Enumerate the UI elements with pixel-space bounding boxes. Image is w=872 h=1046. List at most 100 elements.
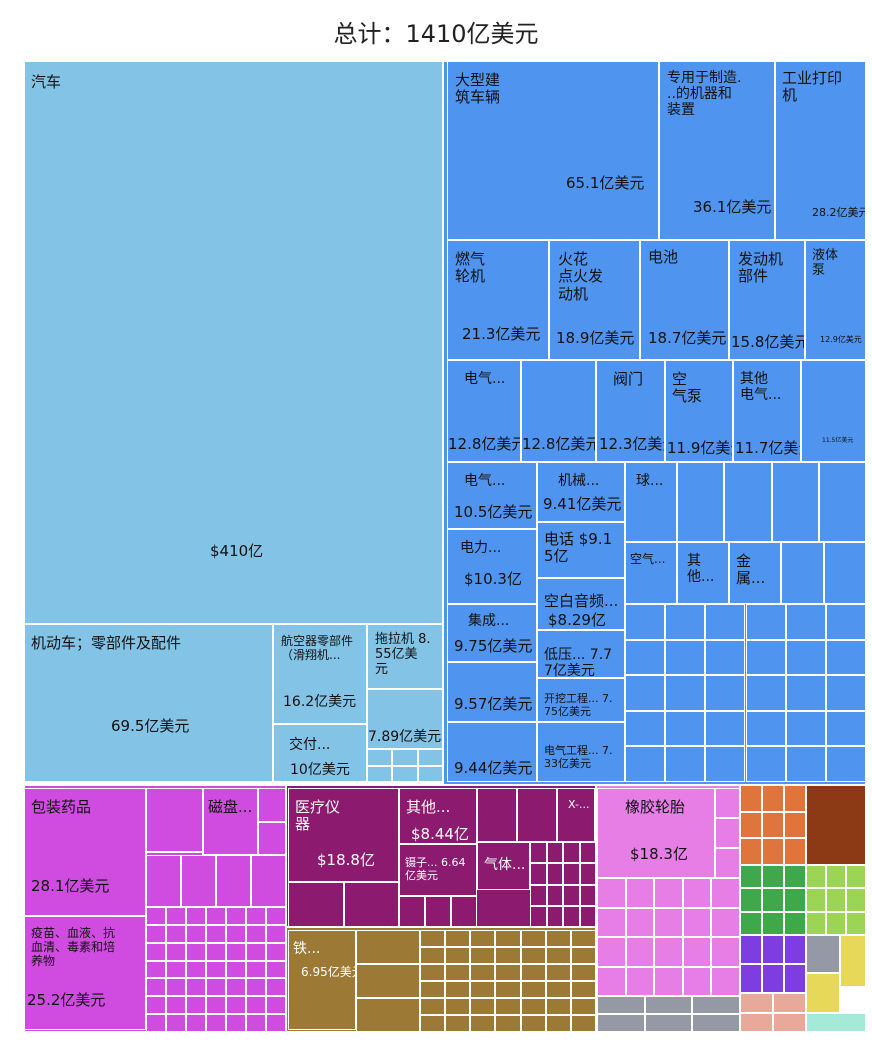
- treemap-cell: 机械... 9.41亿美元: [537, 462, 625, 522]
- cell-label: 橡胶轮胎: [625, 798, 686, 816]
- cell-value: 36.1亿美元: [693, 198, 772, 216]
- treemap-small-cell: [146, 924, 166, 943]
- treemap-small-cell: [715, 788, 740, 818]
- cell-label: 拖拉机 8. 55亿美 元: [375, 632, 431, 677]
- cell-label: 集成...: [468, 613, 510, 629]
- treemap-small-cell: [545, 930, 571, 947]
- chart-title: 总计：1410亿美元: [333, 20, 539, 48]
- treemap-small-cell: [186, 978, 206, 997]
- treemap-small-cell: [417, 765, 443, 782]
- treemap-small-cell: [166, 996, 186, 1015]
- treemap-small-cell: [825, 604, 866, 640]
- treemap-cell: 阀门 12.3亿美元: [596, 360, 665, 462]
- treemap-cell: 低压... 7.7 7亿美元: [537, 630, 625, 678]
- treemap-small-cell: [740, 811, 762, 839]
- treemap-small-cell: [823, 542, 866, 604]
- cell-label: 专用于制造. ..的机器和 装置: [667, 70, 742, 119]
- treemap-small-cell: [597, 907, 626, 937]
- treemap-small-cell: [470, 998, 496, 1015]
- treemap-small-cell: [745, 639, 786, 676]
- cell-value: $8.29亿: [548, 611, 606, 629]
- treemap-cell: 空气...: [625, 542, 677, 604]
- treemap-small-cell: [784, 865, 806, 889]
- treemap-small-cell: [745, 604, 786, 640]
- treemap-cell: 9.57亿美元: [447, 662, 537, 722]
- treemap-small-cell: [251, 855, 286, 907]
- treemap-small-cell: [785, 604, 826, 640]
- treemap-small-cell: [773, 1012, 806, 1032]
- cell-label: 燃气 轮机: [455, 250, 486, 286]
- treemap-small-cell: [266, 924, 286, 943]
- treemap-small-cell: [445, 998, 471, 1015]
- treemap-small-cell: [266, 1014, 286, 1032]
- treemap-small-cell: [420, 947, 446, 964]
- treemap-cell: 机动车；零部件及配件 69.5亿美元: [24, 624, 273, 782]
- treemap-small-cell: [740, 1012, 773, 1032]
- treemap-small-cell: [146, 907, 166, 925]
- treemap-small-cell: [570, 930, 596, 947]
- treemap-small-cell: [545, 1015, 571, 1032]
- cell-label: 其他...: [406, 798, 451, 816]
- cell-label: 电池: [648, 248, 679, 266]
- cell-value: 25.2亿美元: [27, 991, 106, 1009]
- treemap-small-cell: [545, 981, 571, 998]
- treemap-cell: 专用于制造. ..的机器和 装置 36.1亿美元: [659, 61, 775, 240]
- treemap-small-cell: [520, 930, 546, 947]
- treemap-background-block: [806, 973, 840, 1013]
- treemap-small-cell: [517, 788, 557, 842]
- treemap-small-cell: [392, 765, 418, 782]
- cell-label: 火花 点火发 动机: [558, 250, 604, 303]
- treemap-small-cell: [715, 818, 740, 848]
- treemap-small-cell: [186, 907, 206, 925]
- treemap-small-cell: [186, 942, 206, 961]
- treemap-small-cell: [740, 993, 773, 1013]
- cell-label: 发动机 部件: [738, 250, 784, 286]
- cell-label: 金属...: [736, 552, 766, 588]
- treemap-small-cell: [762, 865, 784, 889]
- treemap-small-cell: [665, 710, 706, 747]
- cell-value: 6.95亿美元: [301, 965, 355, 979]
- treemap-small-cell: [705, 604, 746, 640]
- treemap-small-cell: [445, 1015, 471, 1032]
- treemap-cell: 电池 18.7亿美元: [640, 240, 729, 360]
- cell-label: 电话 $9.1 5亿: [544, 530, 613, 566]
- treemap-cell: 7.89亿美元: [367, 689, 443, 749]
- cell-label: 包装药品: [31, 798, 92, 816]
- cell-label: 机动车；零部件及配件: [31, 634, 182, 652]
- treemap-background-block: [840, 935, 866, 987]
- treemap-small-cell: [420, 1015, 446, 1032]
- treemap-small-cell: [520, 1015, 546, 1032]
- treemap-cell: 球...: [625, 462, 677, 542]
- treemap-small-cell: [563, 863, 580, 885]
- treemap-small-cell: [597, 1014, 645, 1032]
- treemap-small-cell: [625, 746, 666, 782]
- treemap-small-cell: [711, 907, 740, 937]
- treemap-small-cell: [625, 639, 666, 676]
- treemap-small-cell: [545, 947, 571, 964]
- treemap-small-cell: [246, 924, 266, 943]
- treemap-small-cell: [644, 1014, 693, 1032]
- treemap-small-cell: [206, 907, 226, 925]
- treemap-small-cell: [546, 884, 563, 906]
- cell-value: 7.89亿美元: [368, 729, 442, 745]
- treemap-small-cell: [579, 905, 596, 927]
- treemap-small-cell: [445, 981, 471, 998]
- cell-label: 低压... 7.7 7亿美元: [544, 647, 613, 678]
- cell-value: 11.5亿美元: [822, 437, 854, 444]
- cell-label: 机械...: [558, 473, 600, 489]
- treemap-small-cell: [420, 930, 446, 947]
- treemap-small-cell: [186, 1014, 206, 1032]
- treemap-cell: 集成... 9.75亿美元: [447, 604, 537, 662]
- treemap-small-cell: [570, 964, 596, 981]
- treemap-small-cell: [343, 882, 399, 927]
- cell-value: 15.8亿美元: [731, 333, 805, 351]
- treemap-small-cell: [445, 964, 471, 981]
- cell-value: $8.44亿: [411, 825, 469, 843]
- cell-label: 医疗仪 器: [295, 798, 341, 834]
- treemap-small-cell: [495, 947, 521, 964]
- treemap-small-cell: [206, 924, 226, 943]
- treemap-small-cell: [724, 462, 772, 542]
- treemap-small-cell: [470, 981, 496, 998]
- treemap-small-cell: [644, 996, 693, 1014]
